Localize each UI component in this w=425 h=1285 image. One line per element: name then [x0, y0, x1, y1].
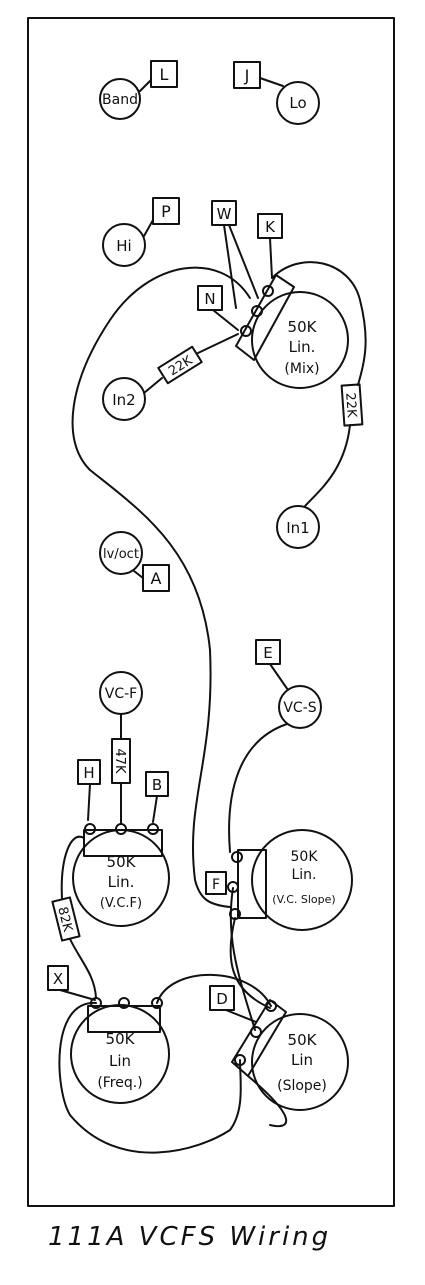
pot-mix-name: (Mix) — [284, 361, 319, 377]
tag-box-D — [209, 985, 235, 1011]
resistor-82k-label: 82K — [54, 905, 75, 933]
pot-vcf-name: (V.C.F) — [100, 896, 142, 911]
tag-N: N — [204, 290, 215, 308]
pot-mix-taper: Lin. — [289, 338, 316, 356]
tag-box-N — [197, 285, 223, 311]
pot-vcf-lugs — [83, 829, 163, 857]
tag-box-F — [205, 871, 227, 895]
tag-D: D — [216, 990, 228, 1008]
pot-freq-taper: Lin — [109, 1052, 131, 1070]
pot-mix-lugs — [235, 274, 295, 361]
pot-freq-value: 50K — [106, 1030, 136, 1048]
tag-box-J — [233, 61, 261, 89]
jack-in1 — [276, 505, 320, 549]
jack-band — [99, 78, 141, 120]
pot-mix-value: 50K — [288, 318, 318, 336]
pot-mix-body — [251, 291, 349, 389]
resistor-82k-body — [51, 896, 81, 942]
tag-H: H — [83, 764, 94, 782]
pot-vcslope-body — [251, 829, 353, 931]
tag-L: L — [160, 65, 169, 84]
tag-box-X — [47, 965, 69, 991]
jack-hi — [102, 223, 146, 267]
jack-in1-label: In1 — [286, 519, 309, 537]
diagram-caption: 111A VCFS Wiring — [48, 1222, 332, 1252]
jack-lvoct — [99, 531, 143, 575]
pot-slope-lugs — [231, 999, 287, 1077]
tag-box-P — [152, 197, 180, 225]
resistor-in2-body — [157, 345, 203, 385]
panel-outline — [27, 17, 395, 1207]
jack-lo-label: Lo — [289, 94, 306, 112]
resistor-in1-label: 22K — [342, 392, 359, 419]
pot-freq-name: (Freq.) — [97, 1075, 142, 1091]
tag-X: X — [53, 970, 63, 988]
pot-slope-name: (Slope) — [277, 1078, 327, 1094]
jack-vcs — [278, 685, 322, 729]
tag-box-L — [150, 60, 178, 88]
pot-slope-body — [251, 1013, 349, 1111]
tag-E: E — [263, 644, 272, 662]
resistor-in1-body — [340, 383, 364, 427]
pot-slope-taper: Lin — [291, 1051, 313, 1069]
tag-K: K — [265, 218, 276, 236]
tag-box-E — [255, 639, 281, 665]
tag-A: A — [151, 569, 162, 588]
pot-vcslope-name: (V.C. Slope) — [272, 893, 335, 906]
tag-J: J — [244, 66, 250, 85]
jack-vcf-label: VC-F — [105, 686, 137, 702]
jack-in2 — [102, 377, 146, 421]
tag-B: B — [152, 776, 162, 794]
jack-vcs-label: VC-S — [283, 700, 316, 716]
pot-vcf-value: 50K — [107, 853, 137, 871]
jack-lvoct-label: lv/oct — [103, 547, 139, 562]
tag-W: W — [217, 205, 232, 223]
tag-P: P — [161, 202, 171, 221]
jack-in2-label: In2 — [112, 391, 135, 409]
tag-F: F — [212, 877, 220, 893]
pot-vcf-taper: Lin. — [108, 873, 135, 891]
jack-band-label: Band — [102, 92, 138, 108]
jack-hi-label: Hi — [116, 237, 131, 255]
resistor-vcf-label: 47K — [112, 748, 127, 774]
pot-freq-lugs — [87, 1005, 161, 1033]
pot-vcslope-taper: Lin. — [291, 867, 316, 883]
pot-vcslope-value: 50K — [291, 849, 319, 865]
pot-slope-value: 50K — [288, 1031, 318, 1049]
jack-lo — [276, 81, 320, 125]
